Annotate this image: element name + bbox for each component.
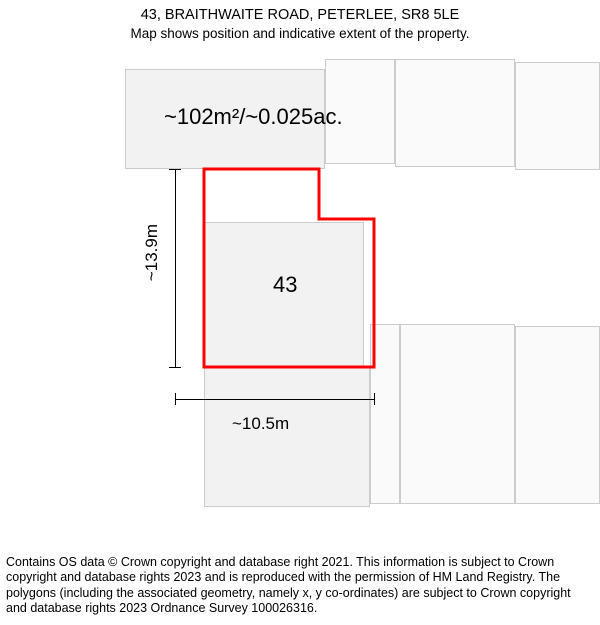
dim-tick (175, 393, 176, 405)
height-label: ~13.9m (142, 224, 162, 281)
background-plot (370, 324, 400, 504)
dim-line-vertical (175, 169, 176, 367)
house-number: 43 (273, 272, 297, 298)
dim-tick (374, 393, 375, 405)
subtitle: Map shows position and indicative extent… (0, 25, 600, 43)
map-area: ~102m²/~0.025ac. ~13.9m ~10.5m 43 (0, 44, 600, 514)
area-label: ~102m²/~0.025ac. (164, 104, 343, 130)
background-plot (395, 59, 515, 167)
address-title: 43, BRAITHWAITE ROAD, PETERLEE, SR8 5LE (0, 6, 600, 25)
background-plot (515, 62, 600, 170)
width-label: ~10.5m (232, 414, 289, 434)
background-plot (204, 367, 370, 507)
background-plot (515, 326, 600, 504)
footer-copyright: Contains OS data © Crown copyright and d… (6, 555, 594, 618)
dim-line-horizontal (175, 399, 374, 400)
dim-tick (169, 169, 181, 170)
header: 43, BRAITHWAITE ROAD, PETERLEE, SR8 5LE … (0, 0, 600, 42)
dim-tick (169, 367, 181, 368)
background-plot (400, 324, 515, 504)
